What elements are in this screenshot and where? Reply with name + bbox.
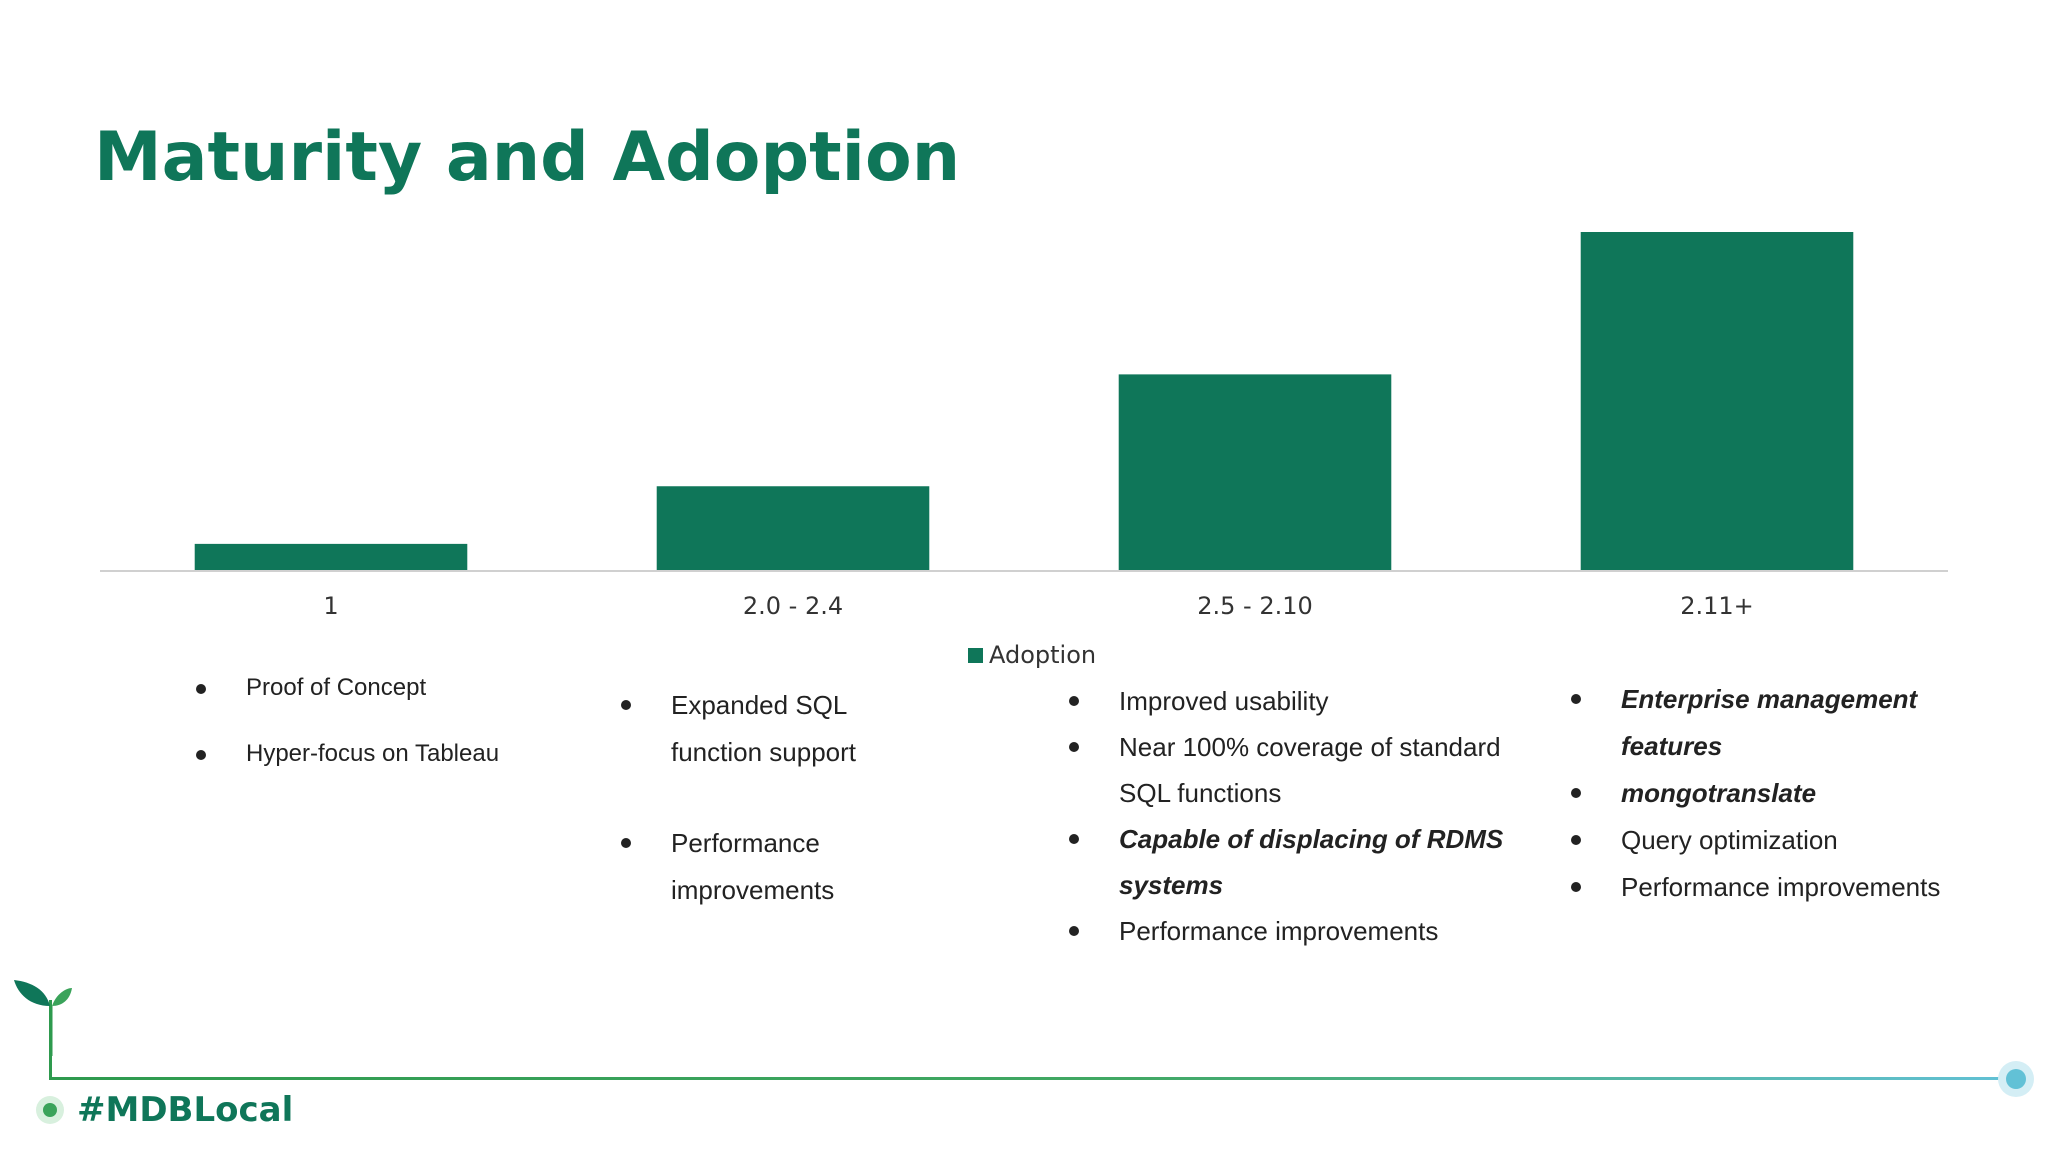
legend-swatch [968, 647, 983, 663]
slide-title: Maturity and Adoption [94, 118, 961, 197]
bullet-icon [1571, 835, 1581, 845]
note-text: Capable of displacing of RDMS systems [1119, 824, 1504, 900]
note-item: Expanded SQL function support [621, 682, 921, 776]
bullet-icon [1571, 882, 1581, 892]
x-tick-label: 2.0 - 2.4 [743, 592, 843, 620]
bar-4 [1580, 232, 1854, 571]
bar-3 [1118, 374, 1392, 571]
note-text: Proof of Concept [246, 674, 427, 701]
note-item: mongotranslate [1571, 770, 2011, 817]
bullet-icon [1069, 742, 1079, 752]
bullet-icon [1069, 926, 1079, 936]
legend-label: Adoption [989, 641, 1097, 669]
notes-column-3: Improved usability Near 100% coverage of … [1069, 678, 1509, 954]
note-text: Performance improvements [1119, 916, 1439, 946]
x-tick-label: 1 [323, 592, 338, 620]
note-item: Performance improvements [1571, 864, 2011, 911]
notes-column-4: Enterprise management features mongotrans… [1571, 676, 2011, 911]
notes-column-1: Proof of Concept Hyper-focus on Tableau [196, 672, 556, 804]
bullet-icon [1069, 696, 1079, 706]
footer-end-node-icon [1998, 1061, 2034, 1097]
x-tick-label: 2.11+ [1680, 592, 1754, 620]
bar-2 [656, 486, 930, 571]
note-item: Hyper-focus on Tableau [196, 738, 556, 770]
bullet-icon [196, 750, 206, 760]
footer-hashtag: #MDBLocal [77, 1090, 294, 1130]
note-text: Query optimization [1621, 825, 1838, 855]
note-text: Hyper-focus on Tableau [246, 740, 500, 767]
footer-start-node-icon [36, 1096, 64, 1124]
note-item: Near 100% coverage of standard SQL funct… [1069, 724, 1509, 816]
note-item: Capable of displacing of RDMS systems [1069, 816, 1509, 908]
bullet-icon [621, 700, 631, 710]
note-item: Query optimization [1571, 817, 2011, 864]
bullet-icon [196, 684, 206, 694]
bars-layer [194, 232, 1854, 571]
note-item: Performance improvements [1069, 908, 1509, 954]
note-item: Improved usability [1069, 678, 1509, 724]
x-tick-label: 2.5 - 2.10 [1197, 592, 1313, 620]
note-text: Performance improvements [1621, 872, 1941, 902]
bullet-icon [1069, 834, 1079, 844]
bullet-icon [621, 838, 631, 848]
note-text: Performance improvements [671, 828, 835, 905]
note-item: Performance improvements [621, 820, 921, 914]
bullet-icon [1571, 694, 1581, 704]
bar-1 [194, 543, 468, 571]
note-item: Enterprise management features [1571, 676, 2011, 770]
note-text: mongotranslate [1621, 778, 1817, 808]
tick-labels-layer: 1 2.0 - 2.4 2.5 - 2.10 2.11+ [323, 592, 1753, 620]
sprout-icon [14, 980, 72, 1056]
note-text: Near 100% coverage of standard SQL funct… [1119, 732, 1501, 808]
chart-legend: Adoption [968, 641, 1096, 669]
notes-column-2: Expanded SQL function support Performance… [621, 682, 921, 958]
footer-line [52, 1077, 2016, 1080]
note-text: Expanded SQL function support [671, 690, 857, 767]
bullet-icon [1571, 788, 1581, 798]
note-item: Proof of Concept [196, 672, 556, 704]
note-text: Enterprise management features [1621, 684, 1918, 761]
note-text: Improved usability [1119, 686, 1329, 716]
